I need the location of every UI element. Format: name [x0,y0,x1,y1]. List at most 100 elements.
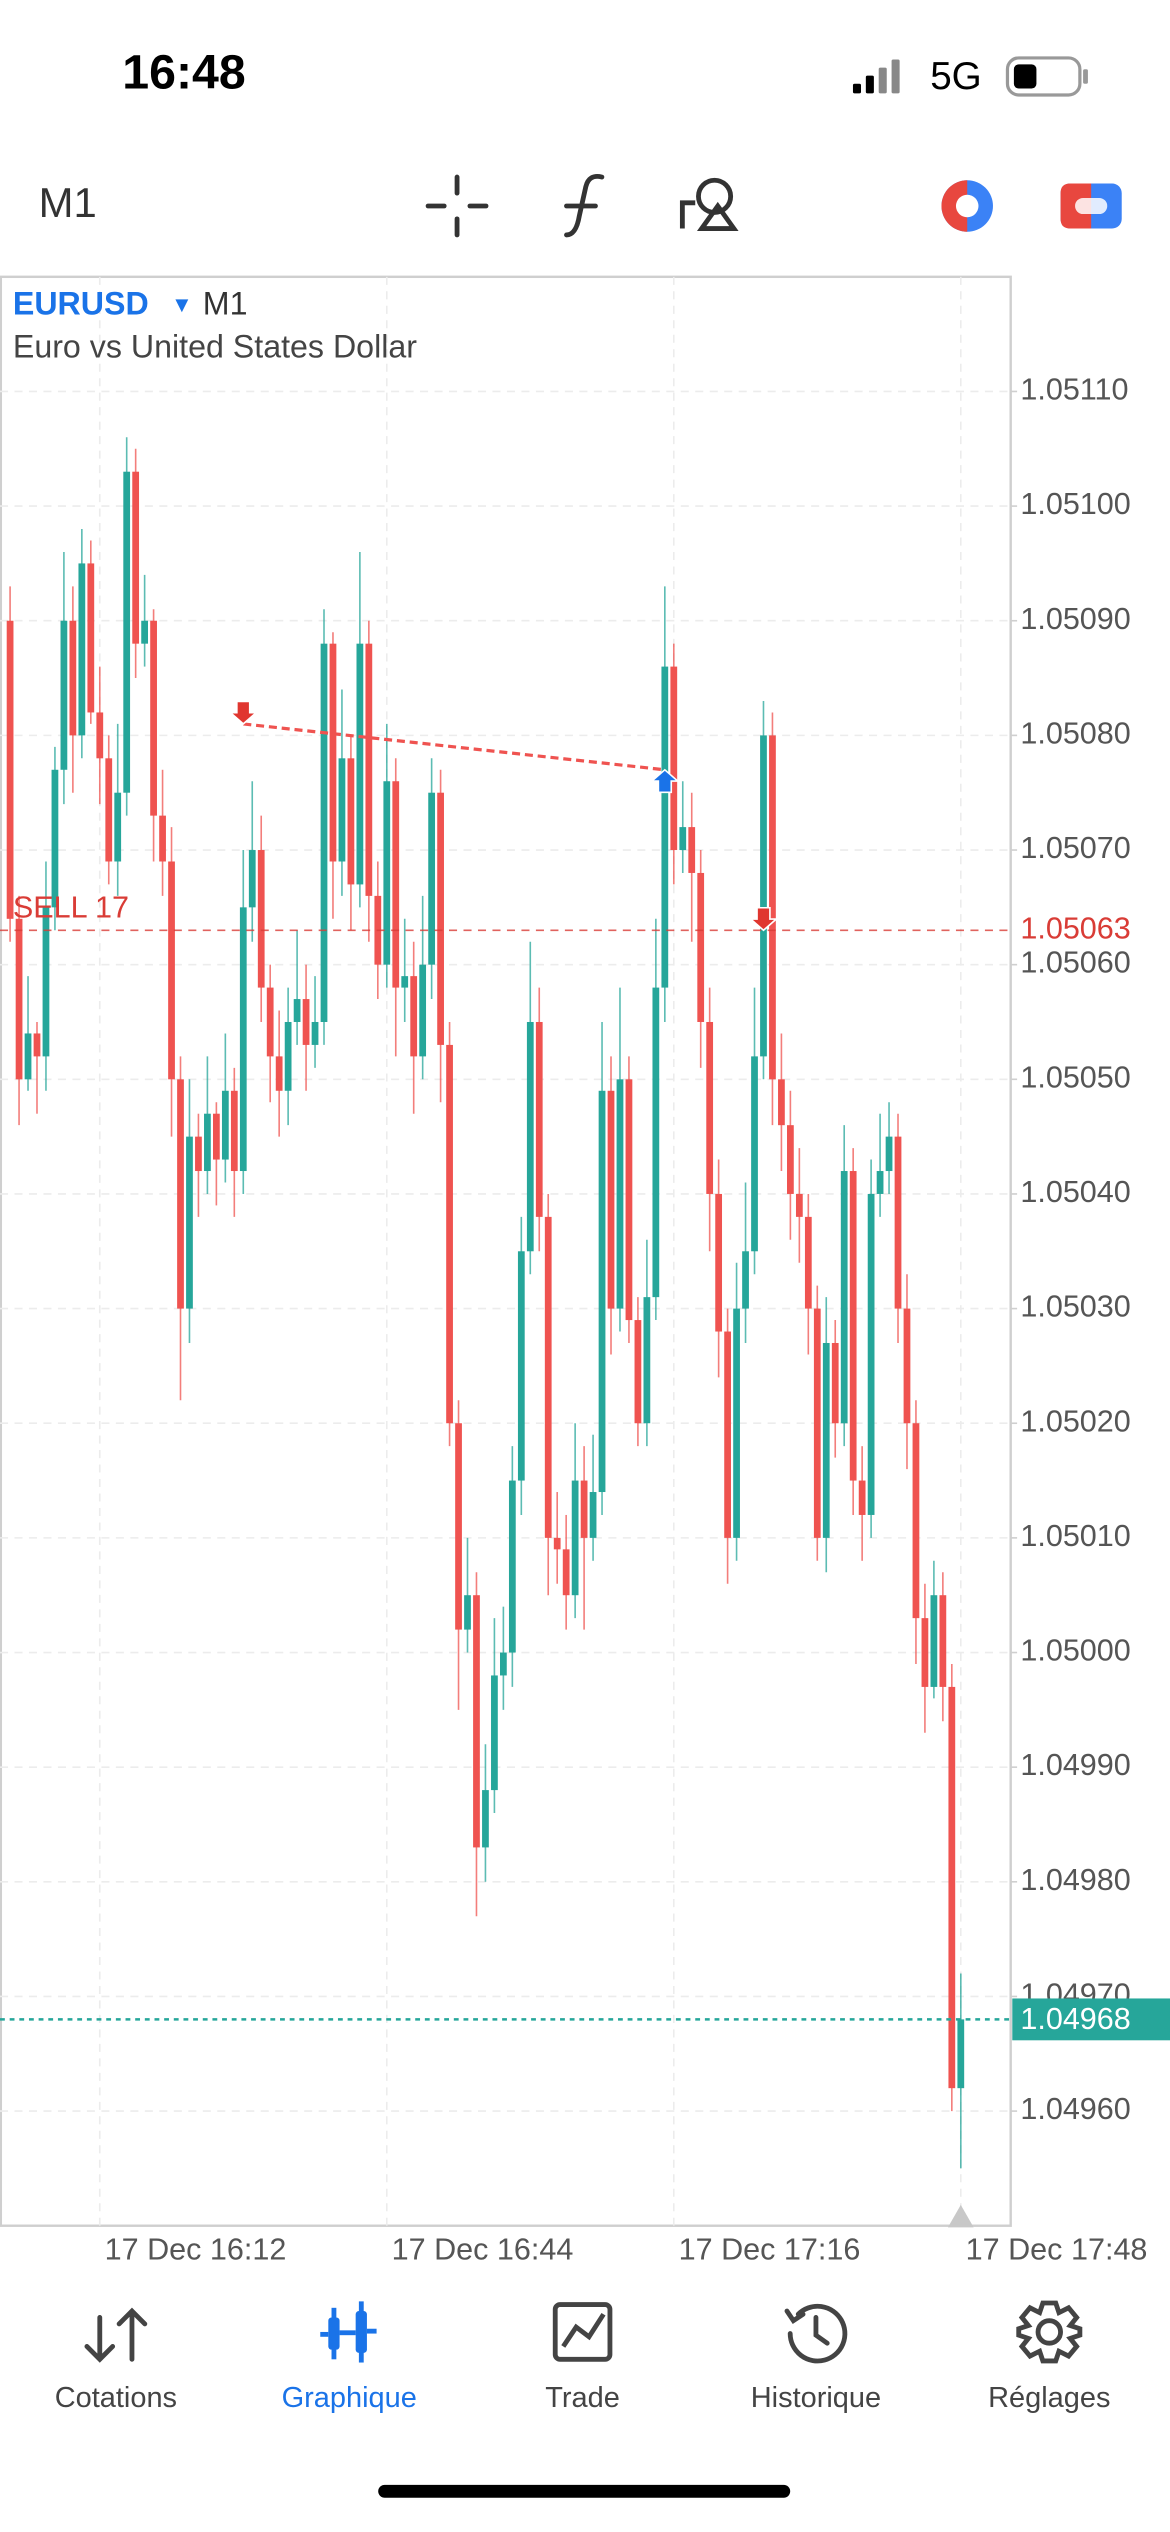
candle-body [491,1675,498,1791]
candle-body [338,758,346,862]
candle-body [778,1079,785,1126]
candle-body [132,471,140,644]
candle-body [885,1136,893,1172]
candle-body [410,976,418,1057]
candle-body [912,1423,920,1619]
candle-body [580,1480,588,1538]
nav-label[interactable]: Réglages [988,2382,1110,2414]
candle-body [688,827,696,873]
indicator-icon[interactable] [564,174,605,238]
x-tick-label: 17 Dec 17:16 [679,2233,861,2267]
candle-body [239,907,247,1172]
axes: 1.049601.049701.049801.049901.050001.050… [13,373,1170,2267]
candle-body [670,666,678,851]
candle-body [589,1492,597,1538]
candle-body [535,1021,543,1217]
y-tick-label: 1.05000 [1020,1634,1130,1668]
candle-body [123,471,131,793]
trade-arrow [748,906,779,932]
y-tick-label: 1.05080 [1020,716,1130,750]
candle-body [365,643,373,896]
trade-icon[interactable] [1060,183,1122,229]
position-price-label: 1.05063 [1020,911,1130,945]
candle-body [840,1171,848,1424]
y-tick-label: 1.04980 [1020,1863,1130,1897]
toolbar-timeframe[interactable]: M1 [39,179,97,226]
candle-body [96,712,104,759]
symbol[interactable]: EURUSD [13,285,149,321]
y-tick-label: 1.04960 [1020,2092,1130,2126]
candle-body [204,1113,211,1172]
y-tick-label: 1.05070 [1020,831,1130,865]
candle-body [329,643,337,862]
deal-line [243,722,665,772]
candle-body [813,1308,821,1538]
y-tick-label: 1.05010 [1020,1519,1130,1553]
candle-body [141,620,149,644]
symbol-dropdown[interactable] [175,299,189,313]
candle-body [15,918,23,1080]
candle-body [257,850,265,988]
candle-body [401,976,409,988]
candle-body [957,2019,965,2089]
candle-body [221,1090,229,1160]
candle-body [230,1090,238,1172]
candle-body [661,666,669,988]
time-marker [947,2204,974,2228]
nav-icon-trade[interactable] [552,2302,613,2362]
candle-body [930,1595,938,1687]
candle-body [428,792,436,965]
color-scheme-icon[interactable] [941,180,993,232]
candle-body [652,987,660,1298]
candle-body [571,1480,579,1596]
candle-body [284,1021,292,1091]
nav-label[interactable]: Historique [751,2382,881,2414]
candle-body [150,620,157,816]
candle-body [114,792,122,862]
candle-body [24,1033,32,1080]
candle-body [177,1079,184,1309]
y-tick-label: 1.05110 [1020,373,1128,407]
candle-body [724,1331,731,1538]
objects-icon[interactable] [679,177,739,231]
nav-icon-history[interactable] [784,2303,848,2364]
candle-body [742,1251,749,1309]
candle-body [553,1537,561,1550]
symbol-description: Euro vs United States Dollar [13,329,417,365]
candle-body [437,792,444,1045]
candle-body [562,1549,570,1596]
candle-body [616,1079,624,1309]
candle-body [715,1193,723,1332]
candle-body [60,620,68,770]
nav-icon-quotes[interactable] [84,2307,148,2363]
candle-body [544,1216,552,1538]
nav-label[interactable]: Trade [545,2382,620,2414]
candle-body [697,872,705,1022]
candle-body [6,620,14,919]
nav-label[interactable]: Cotations [55,2382,177,2414]
network-type: 5G [930,55,982,98]
bid-label: 1.04968 [1020,2002,1130,2036]
crosshair-icon[interactable] [425,174,489,238]
candle-body [383,781,391,965]
candle-body [33,1033,41,1057]
y-tick-label: 1.05030 [1020,1290,1130,1324]
candle-body [455,1423,462,1630]
candle-body [517,1251,525,1481]
candle-body [392,781,400,988]
y-tick-label: 1.05090 [1020,602,1130,636]
candle-body [51,769,59,908]
chart-timeframe: M1 [203,285,248,321]
y-tick-label: 1.04990 [1020,1748,1130,1782]
nav-icon-chart[interactable] [320,2301,377,2363]
x-tick-label: 17 Dec 16:44 [392,2233,574,2267]
y-tick-label: 1.05050 [1020,1060,1130,1094]
candle-body [903,1308,911,1424]
candle-body [248,850,256,908]
candle-body [706,1021,714,1194]
nav-label-active[interactable]: Graphique [282,2382,417,2414]
plot-area [0,437,1011,2169]
candle-body [894,1136,902,1309]
nav-icon-settings[interactable] [1016,2300,1083,2364]
candle-body [607,1090,615,1309]
